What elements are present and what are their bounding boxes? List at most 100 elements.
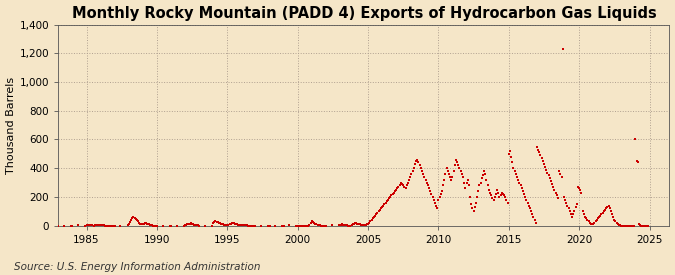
Point: [102, 224, 113, 228]
Point: [460, 186, 470, 191]
Point: [393, 185, 404, 189]
Point: [264, 224, 275, 228]
Point: [591, 218, 602, 222]
Point: [381, 199, 392, 204]
Point: [642, 224, 653, 228]
Point: [407, 169, 418, 173]
Point: [187, 221, 198, 226]
Point: [483, 188, 494, 192]
Point: [106, 224, 117, 228]
Point: [180, 223, 190, 227]
Point: [294, 224, 304, 228]
Point: [442, 169, 453, 173]
Point: [561, 200, 572, 205]
Point: [227, 221, 238, 225]
Point: [452, 160, 462, 165]
Title: Monthly Rocky Mountain (PADD 4) Exports of Hydrocarbon Gas Liquids: Monthly Rocky Mountain (PADD 4) Exports …: [72, 6, 656, 21]
Point: [399, 185, 410, 189]
Point: [294, 224, 305, 228]
Point: [459, 180, 470, 185]
Point: [472, 195, 483, 199]
Point: [67, 224, 78, 228]
Point: [128, 215, 139, 219]
Point: [138, 222, 148, 226]
Point: [450, 163, 460, 167]
Point: [192, 223, 203, 228]
Point: [211, 219, 222, 224]
Point: [213, 220, 224, 225]
Point: [92, 223, 103, 227]
Point: [340, 223, 351, 227]
Point: [441, 166, 452, 170]
Point: [361, 222, 372, 226]
Point: [245, 224, 256, 228]
Point: [405, 175, 416, 179]
Point: [625, 224, 636, 228]
Point: [461, 180, 472, 185]
Point: [469, 205, 480, 209]
Point: [86, 223, 97, 227]
Point: [250, 224, 261, 228]
Point: [183, 222, 194, 226]
Point: [244, 224, 255, 228]
Point: [569, 209, 580, 213]
Point: [217, 222, 228, 226]
Point: [315, 223, 325, 228]
Point: [453, 163, 464, 167]
Point: [447, 175, 458, 179]
Point: [337, 222, 348, 226]
Point: [434, 195, 445, 199]
Point: [549, 188, 560, 192]
Point: [433, 198, 444, 202]
Point: [545, 179, 556, 183]
Point: [207, 224, 217, 228]
Point: [365, 219, 376, 224]
Point: [604, 206, 615, 211]
Point: [249, 224, 260, 228]
Point: [578, 212, 589, 216]
Point: [620, 224, 630, 228]
Point: [389, 189, 400, 193]
Point: [599, 208, 610, 212]
Point: [350, 221, 360, 225]
Point: [414, 163, 425, 167]
Point: [615, 223, 626, 228]
Point: [618, 224, 629, 228]
Point: [413, 160, 424, 165]
Point: [614, 223, 624, 227]
Point: [568, 212, 578, 216]
Point: [610, 219, 621, 224]
Point: [595, 213, 605, 218]
Point: [364, 221, 375, 225]
Point: [555, 172, 566, 176]
Point: [537, 159, 548, 163]
Point: [616, 224, 627, 228]
Point: [316, 224, 327, 228]
Point: [88, 223, 99, 228]
Point: [425, 189, 435, 193]
Point: [488, 198, 499, 202]
Point: [450, 157, 461, 162]
Point: [426, 192, 437, 196]
Text: Source: U.S. Energy Information Administration: Source: U.S. Energy Information Administ…: [14, 262, 260, 272]
Point: [481, 177, 492, 182]
Point: [318, 224, 329, 228]
Point: [362, 221, 373, 226]
Point: [297, 224, 308, 228]
Point: [524, 206, 535, 211]
Point: [467, 206, 478, 211]
Point: [124, 220, 135, 224]
Point: [136, 222, 147, 226]
Point: [580, 215, 591, 219]
Point: [500, 195, 511, 199]
Point: [489, 195, 500, 199]
Point: [456, 172, 467, 176]
Point: [348, 222, 358, 226]
Point: [479, 169, 489, 173]
Point: [400, 186, 411, 191]
Point: [429, 198, 439, 202]
Point: [597, 211, 608, 215]
Point: [421, 180, 432, 185]
Point: [348, 221, 359, 226]
Point: [386, 193, 397, 198]
